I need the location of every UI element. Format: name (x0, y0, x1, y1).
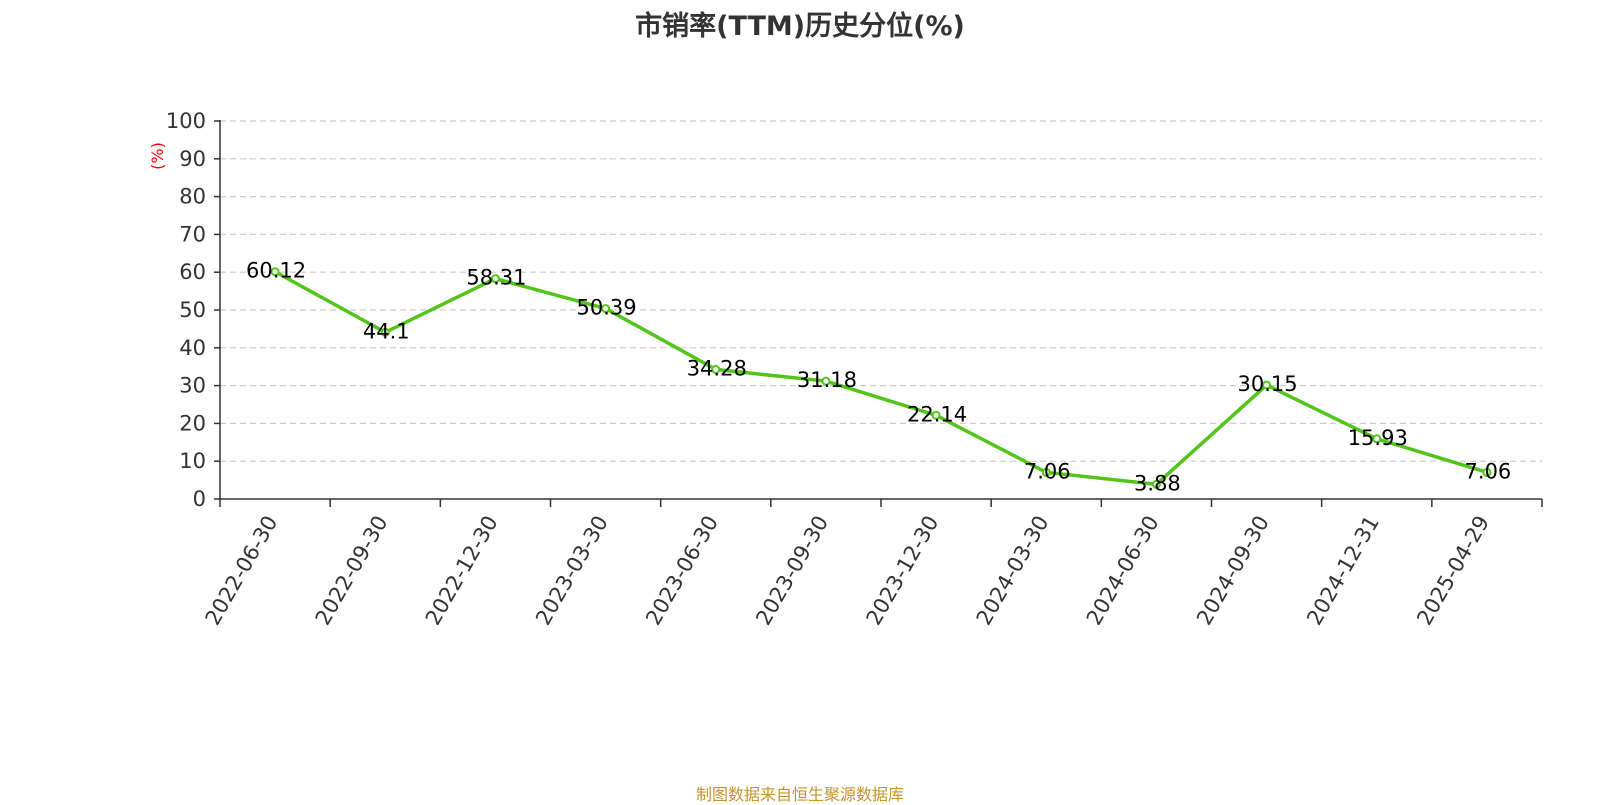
y-tick-label: 10 (179, 449, 206, 473)
data-point (1262, 380, 1272, 390)
x-tick-label: 2022-06-30 (201, 512, 283, 630)
y-tick-label: 40 (179, 336, 206, 360)
source-note: 制图数据来自恒生聚源数据库 (695, 785, 904, 804)
data-label: 30.15 (1238, 372, 1298, 396)
y-tick-label: 80 (179, 185, 206, 209)
grid-lines (220, 120, 1542, 462)
data-labels: 60.12 44.1 58.31 50.39 34.28 31.18 22.14 7.06 3.… (246, 259, 1511, 496)
y-tick-label: 20 (179, 411, 206, 435)
series-line (270, 267, 1492, 489)
data-point (601, 304, 611, 314)
data-point (931, 410, 941, 420)
series-polyline (274, 270, 1488, 487)
y-tick-label: 50 (179, 298, 206, 322)
data-label: 44.1 (363, 319, 410, 343)
chart-title: 市销率(TTM)历史分位(%) (635, 11, 965, 42)
x-tick-label: 2022-09-30 (311, 512, 393, 630)
y-tick-label: 0 (193, 487, 206, 511)
x-tick-label: 2023-06-30 (641, 512, 723, 630)
data-label: 60.12 (246, 259, 306, 283)
data-label: 15.93 (1348, 426, 1408, 450)
data-point (711, 364, 721, 374)
x-tick-label: 2023-09-30 (751, 512, 833, 630)
y-axis-title: (%) (148, 142, 167, 170)
y-tick-label: 90 (179, 147, 206, 171)
data-point (270, 267, 280, 277)
y-tick-label: 100 (166, 109, 206, 133)
x-tick-label: 2023-12-30 (862, 512, 944, 630)
data-point (1482, 467, 1492, 477)
x-tick-label: 2024-06-30 (1082, 512, 1164, 630)
data-point (380, 327, 390, 337)
data-point (490, 274, 500, 284)
data-label: 22.14 (907, 402, 967, 426)
data-label: 7.06 (1024, 459, 1071, 483)
data-point (1151, 479, 1161, 489)
x-tick-label: 2024-03-30 (972, 512, 1054, 630)
data-label: 31.18 (797, 368, 857, 392)
x-tick-label: 2025-04-29 (1412, 512, 1494, 630)
data-label: 58.31 (466, 266, 526, 290)
data-point (1041, 467, 1051, 477)
data-point (1372, 434, 1382, 444)
data-point (821, 376, 831, 386)
data-label: 7.06 (1465, 459, 1512, 483)
y-tick-label: 60 (179, 260, 206, 284)
y-tick-label: 70 (179, 222, 206, 246)
data-label: 34.28 (687, 356, 747, 380)
x-tick-label: 2024-12-31 (1302, 512, 1384, 630)
x-tick-label: 2023-03-30 (531, 512, 613, 630)
data-label: 3.88 (1134, 471, 1181, 495)
x-tick-label: 2022-12-30 (421, 512, 503, 630)
data-label: 50.39 (577, 296, 637, 320)
x-tick-label: 2024-09-30 (1192, 512, 1274, 630)
y-tick-label: 30 (179, 374, 206, 398)
